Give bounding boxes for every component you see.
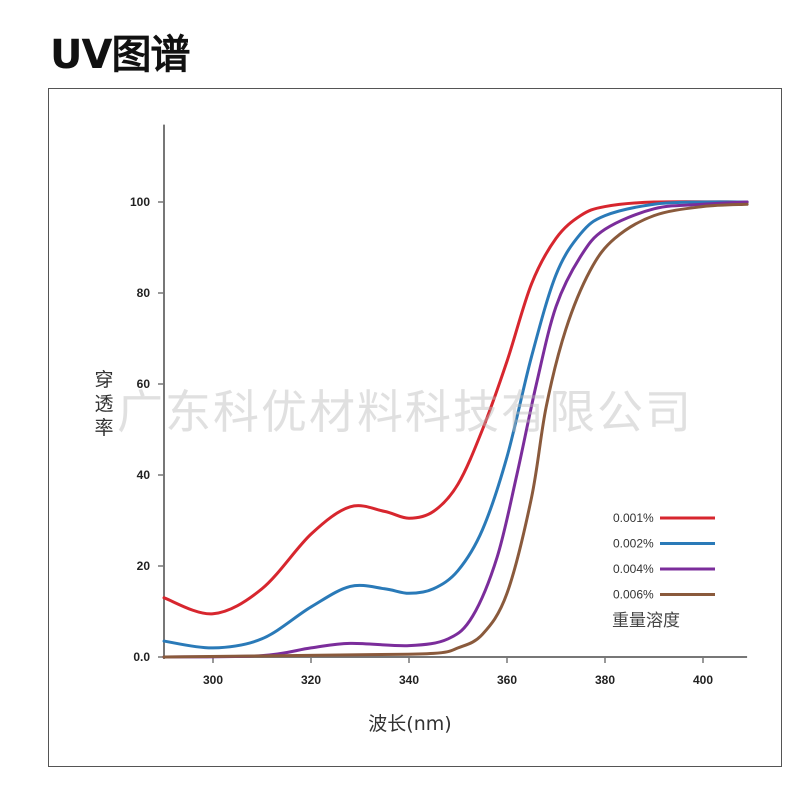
legend-label: 0.004% [613,562,654,576]
page-title: UV图谱 [50,32,190,78]
legend-label: 0.002% [613,537,654,551]
y-tick-label: 60 [137,377,151,391]
y-tick-label: 20 [137,559,151,573]
x-tick-label: 360 [497,673,517,687]
legend-title: 重量溶度 [612,611,680,631]
legend-label: 0.006% [613,588,654,602]
x-tick-label: 400 [693,673,713,687]
y-axis-label: 穿透率 [94,369,114,439]
x-axis-label: 波长(nm) [368,713,451,735]
series-line-0.006% [162,202,749,659]
series-line-0.001% [162,200,749,616]
y-tick-label: 0.0 [133,650,150,664]
y-tick-label: 80 [137,286,151,300]
series-line-0.002% [162,200,749,650]
x-tick-label: 320 [301,673,321,687]
x-tick-label: 300 [203,673,223,687]
watermark: 广东科优材料科技有限公司 [117,385,693,439]
chart-frame [48,88,782,767]
legend-label: 0.001% [613,511,654,525]
x-tick-label: 380 [595,673,615,687]
x-tick-label: 340 [399,673,419,687]
y-tick-label: 100 [130,195,150,209]
y-tick-label: 40 [137,468,151,482]
series-line-0.004% [162,200,749,659]
